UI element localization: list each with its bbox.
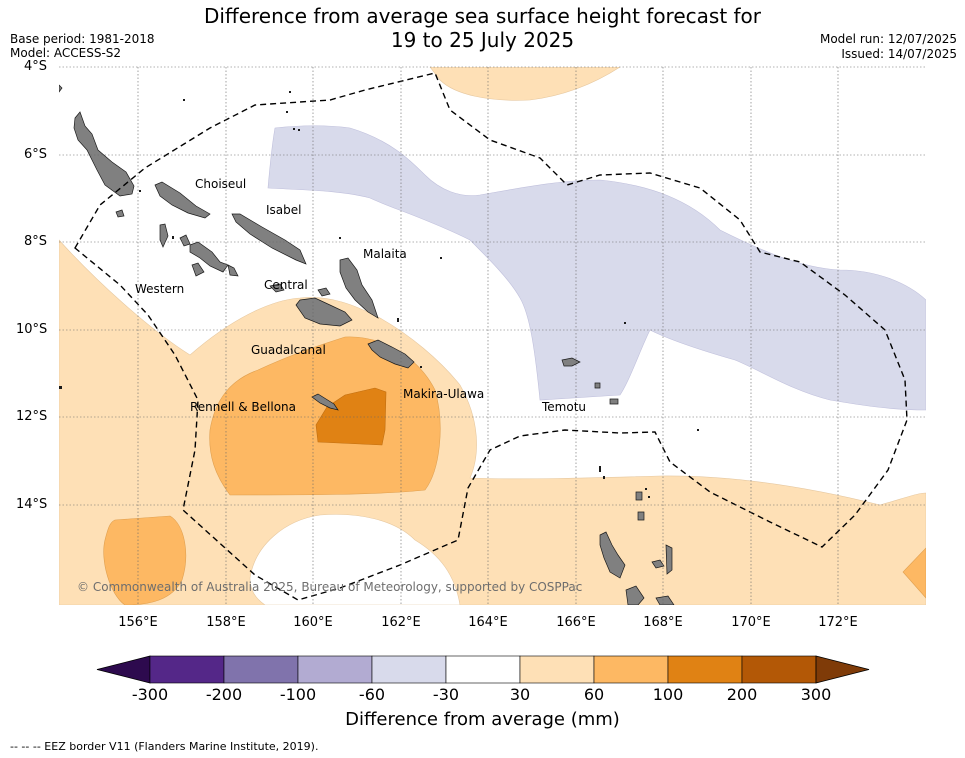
- eez-border: [74, 72, 908, 601]
- bougainville-island: [73, 111, 135, 197]
- colorbar-label: Difference from average (mm): [345, 709, 620, 730]
- region-label-makira-ulawa: Makira-Ulawa: [403, 387, 485, 401]
- region-label-western: Western: [135, 282, 185, 296]
- lon-tick: 172°E: [818, 615, 858, 630]
- lon-tick: 160°E: [293, 615, 333, 630]
- colorbar-extend-high: [815, 655, 870, 684]
- banks-islands-1: [635, 491, 643, 501]
- colorbar-segment: [445, 655, 521, 684]
- region-label-rennell-bellona: Rennell & Bellona: [190, 400, 297, 414]
- region-label-guadalcanal: Guadalcanal: [251, 343, 326, 357]
- new-georgia-4: [227, 264, 239, 277]
- vanuatu-north-2: [665, 544, 673, 575]
- santa-cruz-island: [561, 357, 581, 367]
- colorbar-tick: -60: [358, 685, 386, 704]
- colorbar-segment: [223, 655, 299, 684]
- lon-tick: 162°E: [381, 615, 421, 630]
- colorbar-segments: [96, 655, 870, 684]
- title-line-2: 19 to 25 July 2025: [390, 28, 575, 52]
- new-ireland-tip: [59, 84, 63, 93]
- region-label-central: Central: [264, 278, 308, 292]
- lon-tick: 158°E: [206, 615, 246, 630]
- lat-tick: 14°S: [16, 497, 48, 512]
- lat-tick: 10°S: [16, 322, 48, 337]
- colorbar-tick: -300: [131, 685, 169, 704]
- lon-tick: 168°E: [643, 615, 683, 630]
- lon-tick: 170°E: [731, 615, 771, 630]
- anomaly-30-60-west: [59, 239, 926, 605]
- lon-tick: 164°E: [468, 615, 508, 630]
- makira-island: [367, 339, 415, 369]
- malakula-island: [625, 585, 645, 605]
- colorbar-tick: -100: [279, 685, 317, 704]
- model-run-text: Model run: 12/07/2025: [819, 32, 957, 46]
- anomaly-neg30-neg60: [267, 125, 926, 411]
- region-label-isabel: Isabel: [266, 203, 302, 217]
- land-masses: [59, 84, 675, 605]
- region-label-malaita: Malaita: [363, 247, 407, 261]
- colorbar-segment: [593, 655, 669, 684]
- lon-tick: 156°E: [118, 615, 158, 630]
- colorbar-extend-low: [96, 655, 151, 684]
- isabel-island: [231, 213, 307, 265]
- colorbar-tick: 300: [800, 685, 832, 704]
- anomaly-100-200-core: [315, 387, 387, 446]
- lat-tick: 6°S: [24, 147, 48, 162]
- colorbar-tick: 100: [652, 685, 684, 704]
- florida-islands: [269, 283, 285, 293]
- colorbar-segment: [297, 655, 373, 684]
- copyright-text: © Commonwealth of Australia 2025, Bureau…: [77, 580, 583, 594]
- malaita-island: [339, 257, 379, 319]
- colorbar-tick: -200: [205, 685, 243, 704]
- colorbar-tick: 30: [509, 685, 531, 704]
- choiseul-island: [154, 181, 211, 219]
- colorbar-tick: -30: [432, 685, 460, 704]
- colorbar-segment: [741, 655, 817, 684]
- colorbar-segment: [519, 655, 595, 684]
- eez-footer-note: -- -- -- EEZ border V11 (Flanders Marine…: [10, 740, 319, 753]
- ambrym-island: [655, 595, 675, 605]
- anomaly-neutral-south: [249, 514, 461, 605]
- vanuatu-north-1: [651, 559, 665, 569]
- russell-islands: [317, 287, 331, 297]
- lat-tick: 8°S: [24, 234, 48, 249]
- lat-tick: 4°S: [24, 59, 48, 74]
- issued-text: Issued: 14/07/2025: [841, 47, 957, 61]
- lon-tick: 166°E: [556, 615, 596, 630]
- new-georgia-2: [189, 241, 229, 273]
- colorbar: [96, 655, 870, 684]
- region-label-temotu: Temotu: [542, 400, 587, 414]
- colorbar-tick: 60: [583, 685, 605, 704]
- gridlines: [59, 66, 926, 605]
- vella-lavella-island: [179, 234, 191, 247]
- map-plot: [59, 66, 926, 605]
- banks-islands-2: [637, 511, 645, 521]
- shortland-islands: [115, 209, 125, 218]
- new-georgia-3: [191, 262, 205, 277]
- colorbar-segment: [371, 655, 447, 684]
- guadalcanal-island: [295, 297, 353, 327]
- utupua-island: [609, 398, 619, 405]
- colorbar-segment: [667, 655, 743, 684]
- base-period-text: Base period: 1981-2018: [10, 32, 155, 46]
- espiritu-santo-island: [599, 531, 626, 579]
- region-label-choiseul: Choiseul: [195, 177, 247, 191]
- chart-title: Difference from average sea surface heig…: [0, 4, 965, 52]
- new-georgia-1: [159, 223, 169, 248]
- vanikoro-island: [594, 382, 601, 389]
- colorbar-tick: 200: [726, 685, 758, 704]
- anomaly-30-60-north: [429, 67, 621, 101]
- title-line-1: Difference from average sea surface heig…: [203, 4, 762, 28]
- rennell-island: [311, 393, 339, 411]
- lat-tick: 12°S: [16, 409, 48, 424]
- anomaly-60-100-east: [902, 547, 926, 599]
- colorbar-segment: [149, 655, 225, 684]
- model-text: Model: ACCESS-S2: [10, 46, 122, 60]
- small-islets: [59, 91, 699, 498]
- anomaly-60-100-southwest: [103, 515, 187, 605]
